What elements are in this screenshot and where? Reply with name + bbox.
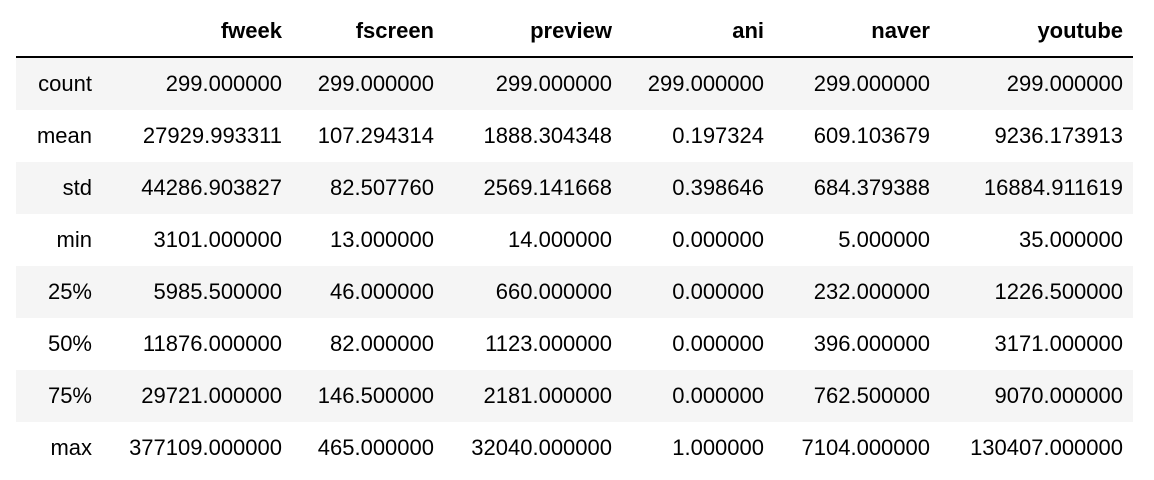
table-cell: 107.294314 (317, 123, 434, 148)
table-cell: 32040.000000 (471, 435, 612, 460)
column-header-preview: preview (444, 6, 622, 58)
index-header (16, 6, 102, 58)
table-cell: 299.000000 (495, 71, 612, 96)
table-cell: 762.500000 (813, 383, 930, 408)
table-cell: 1123.000000 (485, 331, 612, 356)
table-cell: 14.000000 (508, 227, 612, 252)
table-cell: 5.000000 (838, 227, 930, 252)
table-row: min 3101.000000 13.000000 14.000000 0.00… (16, 214, 1133, 266)
table-cell: 232.000000 (813, 279, 930, 304)
table-cell: 0.000000 (672, 279, 764, 304)
table-row: 50% 11876.000000 82.000000 1123.000000 0… (16, 318, 1133, 370)
table-cell: 1226.500000 (994, 279, 1123, 304)
table-cell: 130407.000000 (970, 435, 1123, 460)
column-header-fweek: fweek (102, 6, 292, 58)
table-cell: 5985.500000 (153, 279, 282, 304)
table-cell: 3171.000000 (994, 331, 1123, 356)
table-row: std 44286.903827 82.507760 2569.141668 0… (16, 162, 1133, 214)
table-row: 25% 5985.500000 46.000000 660.000000 0.0… (16, 266, 1133, 318)
table-cell: 82.000000 (330, 331, 434, 356)
table-cell: 609.103679 (813, 123, 930, 148)
row-index: min (56, 227, 92, 252)
table-row: count 299.000000 299.000000 299.000000 2… (16, 57, 1133, 110)
row-index: 25% (47, 279, 92, 304)
table-cell: 299.000000 (813, 71, 930, 96)
table-cell: 2569.141668 (483, 175, 612, 200)
table-cell: 660.000000 (495, 279, 612, 304)
row-index: std (62, 175, 92, 200)
table-cell: 35.000000 (1019, 227, 1123, 252)
table-cell: 9070.000000 (994, 383, 1123, 408)
table-row: max 377109.000000 465.000000 32040.00000… (16, 422, 1133, 474)
table-cell: 7104.000000 (801, 435, 930, 460)
column-header-fscreen: fscreen (292, 6, 444, 58)
describe-table: fweek fscreen preview ani naver youtube … (16, 6, 1133, 474)
table-body: count 299.000000 299.000000 299.000000 2… (16, 57, 1133, 474)
row-index: 75% (47, 383, 92, 408)
table-cell: 46.000000 (330, 279, 434, 304)
table-cell: 3101.000000 (153, 227, 282, 252)
column-header-youtube: youtube (940, 6, 1133, 58)
column-header-ani: ani (622, 6, 774, 58)
header-row: fweek fscreen preview ani naver youtube (16, 6, 1133, 58)
table-cell: 9236.173913 (994, 123, 1123, 148)
row-index: max (50, 435, 92, 460)
column-header-naver: naver (774, 6, 940, 58)
table-cell: 0.398646 (672, 175, 764, 200)
table-row: 75% 29721.000000 146.500000 2181.000000 … (16, 370, 1133, 422)
table-cell: 44286.903827 (141, 175, 282, 200)
table-cell: 377109.000000 (129, 435, 282, 460)
table-cell: 684.379388 (813, 175, 930, 200)
table-cell: 465.000000 (317, 435, 434, 460)
table-cell: 16884.911619 (983, 175, 1123, 200)
table-cell: 1888.304348 (483, 123, 612, 148)
table-cell: 11876.000000 (142, 331, 282, 356)
table-cell: 2181.000000 (483, 383, 612, 408)
table-cell: 0.000000 (672, 227, 764, 252)
table-cell: 82.507760 (330, 175, 434, 200)
table-cell: 299.000000 (647, 71, 764, 96)
row-index: 50% (47, 331, 92, 356)
table-cell: 299.000000 (165, 71, 282, 96)
table-cell: 0.197324 (672, 123, 764, 148)
table-cell: 146.500000 (317, 383, 434, 408)
table-cell: 13.000000 (330, 227, 434, 252)
table-cell: 299.000000 (317, 71, 434, 96)
table-cell: 1.000000 (672, 435, 764, 460)
table-cell: 0.000000 (672, 383, 764, 408)
table-cell: 396.000000 (813, 331, 930, 356)
row-index: mean (36, 123, 92, 148)
row-index: count (38, 71, 92, 96)
table-row: mean 27929.993311 107.294314 1888.304348… (16, 110, 1133, 162)
table-cell: 299.000000 (1006, 71, 1123, 96)
table-cell: 27929.993311 (142, 123, 282, 148)
table-cell: 29721.000000 (141, 383, 282, 408)
table-cell: 0.000000 (672, 331, 764, 356)
